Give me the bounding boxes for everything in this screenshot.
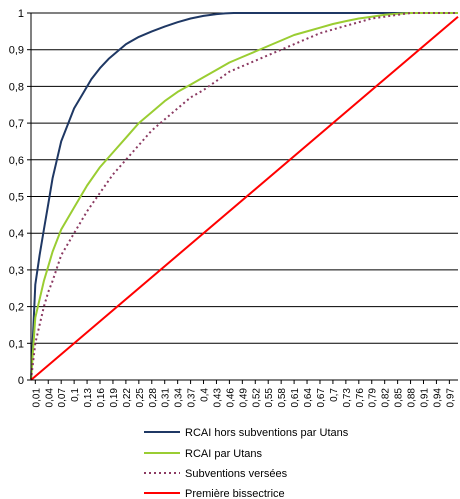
x-tick-label: 0,94 — [432, 388, 443, 408]
legend-label: Première bissectrice — [185, 488, 285, 499]
legend-label: RCAI par Utans — [185, 448, 263, 460]
axes — [30, 13, 458, 381]
x-tick-label: 0,46 — [225, 388, 236, 408]
y-axis-ticks: 0 0,1 0,2 0,3 0,4 0,5 0,6 0,7 0,8 0,9 1 — [9, 8, 31, 387]
x-tick-label: 0,88 — [407, 388, 418, 408]
legend-label: Subventions versées — [185, 468, 288, 480]
series-lines — [30, 12, 459, 381]
x-tick-label: 0,97 — [445, 388, 456, 408]
x-tick-label: 0,16 — [96, 388, 107, 408]
x-tick-label: 0,13 — [83, 388, 94, 408]
x-tick-label: 0,43 — [212, 388, 223, 408]
x-tick-label: 0,79 — [368, 388, 379, 408]
legend: RCAI hors subventions par Utans RCAI par … — [144, 427, 349, 499]
x-tick-label: 0,73 — [342, 388, 353, 408]
y-tick-label: 0,2 — [9, 302, 24, 314]
x-tick-label: 0,85 — [394, 388, 405, 408]
x-tick-label: 0,91 — [419, 388, 430, 408]
y-tick-label: 0,6 — [9, 155, 24, 167]
x-tick-label: 0,07 — [57, 388, 68, 408]
y-tick-label: 0,9 — [9, 45, 24, 57]
x-tick-label: 0,19 — [109, 388, 120, 408]
y-tick-label: 1 — [18, 8, 24, 20]
x-tick-label: 0,1 — [70, 388, 81, 402]
x-tick-label: 0,28 — [148, 388, 159, 408]
x-tick-label: 0,31 — [161, 388, 172, 408]
y-tick-label: 0 — [18, 375, 24, 387]
x-tick-label: 0,25 — [135, 388, 146, 408]
x-tick-label: 0,58 — [277, 388, 288, 408]
x-tick-label: 0,61 — [290, 388, 301, 408]
x-tick-label: 0,34 — [174, 388, 185, 408]
y-tick-label: 0,5 — [9, 192, 24, 204]
x-tick-label: 0,49 — [238, 388, 249, 408]
gridlines — [31, 12, 458, 381]
y-tick-label: 0,7 — [9, 118, 24, 130]
legend-label: RCAI hors subventions par Utans — [185, 427, 349, 439]
x-tick-label: 0,64 — [303, 388, 314, 408]
x-tick-label: 0,76 — [355, 388, 366, 408]
x-tick-label: 0,4 — [200, 388, 211, 402]
x-tick-label: 0,01 — [31, 388, 42, 408]
x-tick-label: 0,22 — [122, 388, 133, 408]
x-tick-label: 0,55 — [264, 388, 275, 408]
y-tick-label: 0,4 — [9, 228, 24, 240]
x-tick-label: 0,82 — [381, 388, 392, 408]
series-line-1 — [30, 12, 458, 381]
x-axis-ticks: 0,01 0,04 0,07 0,1 0,13 0,16 0,19 0,22 0,25 0,28 0… — [31, 380, 456, 407]
x-tick-label: 0,67 — [316, 388, 327, 408]
x-tick-label: 0,04 — [44, 388, 55, 408]
series-line-3 — [30, 15, 459, 381]
x-tick-label: 0,37 — [187, 388, 198, 408]
series-line-0 — [30, 12, 458, 381]
y-tick-label: 0,3 — [9, 265, 24, 277]
x-tick-label: 0,52 — [251, 388, 262, 408]
x-tick-label: 0,7 — [329, 388, 340, 402]
y-tick-label: 0,1 — [9, 338, 24, 350]
y-tick-label: 0,8 — [9, 81, 24, 93]
